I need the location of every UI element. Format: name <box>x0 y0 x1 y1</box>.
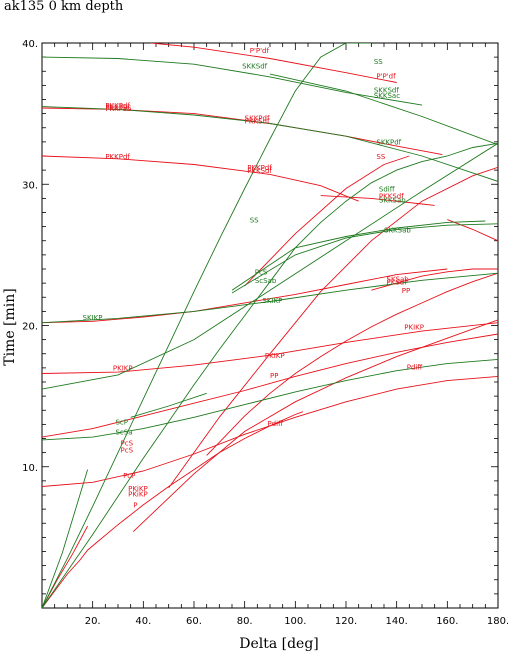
phase-label: PKKSdf <box>247 167 272 175</box>
phase-label: SKSab <box>387 276 410 284</box>
phase-label: PcS <box>121 440 134 448</box>
plot-frame <box>41 42 499 609</box>
phase-label: PKKPdf <box>105 102 130 110</box>
s-phase-curve <box>42 272 498 324</box>
phase-label: SKKSdf <box>374 86 400 94</box>
s-phase-curve <box>42 358 498 441</box>
s-phase-curve <box>42 142 498 390</box>
p-phase-curve <box>447 219 498 242</box>
phase-label: PKKSdf <box>245 118 270 126</box>
phase-label: PKKSdf <box>379 192 404 200</box>
phase-label: PKIKP <box>265 352 285 360</box>
phase-label: SKKPdf <box>376 139 401 147</box>
x-axis-ticks: 20. 40. 60. 80. 100. 120. 140. 160. 180. <box>41 43 508 627</box>
p-phase-curve <box>206 272 498 456</box>
phase-labels: P'P'dfSKKSdfSSP'P'dfSKKSdfSKKSacPKKPdfPK… <box>83 47 424 510</box>
s-phase-curve <box>269 73 498 146</box>
p-phase-curve <box>42 322 498 374</box>
chart-title: ak135 0 km depth <box>4 0 124 14</box>
y-axis-label: Time [min] <box>2 288 18 366</box>
phase-label: SKKPdf <box>245 115 270 123</box>
x-tick-label: 60. <box>186 616 202 627</box>
p-phase-curve <box>42 525 88 608</box>
phase-label: PKKPdf <box>247 164 272 172</box>
phase-label: PKKPab <box>105 105 132 113</box>
phase-label: Sdiff <box>379 185 395 193</box>
phase-label: SKKSab <box>379 197 406 205</box>
p-phase-curve <box>42 268 448 324</box>
travel-time-curves <box>42 43 498 608</box>
x-tick-label: 180. <box>487 616 508 627</box>
phase-label: PcS <box>121 447 134 455</box>
phase-label: PKIKP <box>404 324 424 332</box>
s-phase-curve <box>231 220 486 291</box>
p-phase-curve <box>42 375 498 487</box>
p-phase-curve <box>132 319 498 533</box>
s-phase-curve <box>130 392 207 418</box>
s-phase-curve <box>231 223 498 294</box>
s-phase-curve <box>42 469 89 608</box>
x-tick-label: 120. <box>335 616 357 627</box>
phase-label: P <box>133 502 137 510</box>
phase-label: PKKPdf <box>105 153 130 161</box>
s-phase-curve <box>42 56 423 106</box>
x-tick-label: 80. <box>237 616 253 627</box>
y-tick-label: 10. <box>22 463 38 474</box>
phase-label: ScSab <box>255 277 277 285</box>
s-phase-curve <box>42 43 372 608</box>
y-tick-label: 20. <box>22 322 38 333</box>
phase-label: P'P'df <box>376 72 396 80</box>
phase-label: SKIKP <box>262 297 282 305</box>
phase-label: SS <box>374 58 383 66</box>
s-phase-curve <box>42 142 498 608</box>
x-tick-label: 20. <box>85 616 101 627</box>
s-phase-curve <box>42 106 498 182</box>
phase-label: SKKSab <box>384 226 411 234</box>
phase-label: Pdiff <box>407 363 423 371</box>
phase-label: Pdiff <box>267 420 283 428</box>
x-tick-label: 100. <box>284 616 306 627</box>
p-phase-curve <box>150 43 397 83</box>
p-phase-curve <box>42 411 304 608</box>
phase-label: SKKSdf <box>242 62 268 70</box>
x-axis-label: Delta [deg] <box>239 636 319 652</box>
p-phase-curve <box>168 166 498 489</box>
y-tick-label: 30. <box>22 180 38 191</box>
phase-label: PKSdf <box>387 279 408 287</box>
phase-label: SS <box>250 216 259 224</box>
x-tick-label: 40. <box>135 616 151 627</box>
x-tick-label: 140. <box>386 616 408 627</box>
phase-label: SKIKP <box>83 314 103 322</box>
phase-label: PKIKP <box>113 365 133 373</box>
phase-label: ScSa <box>115 428 132 436</box>
phase-label: PKKPbc <box>105 103 131 111</box>
phase-label: P'P'df <box>250 47 270 55</box>
p-phase-curve <box>320 195 435 206</box>
phase-label: PcS <box>255 269 268 277</box>
p-phase-curve <box>42 107 443 156</box>
y-tick-label: 40. <box>22 39 38 50</box>
phase-label: SS <box>376 153 385 161</box>
phase-label: ScP <box>115 418 128 426</box>
p-phase-curve <box>42 155 359 202</box>
phase-label: PKiKP <box>128 490 148 498</box>
phase-label: PP <box>270 372 278 380</box>
p-phase-curve <box>42 333 498 438</box>
p-phase-curve <box>244 155 410 287</box>
x-tick-label: 160. <box>436 616 458 627</box>
phase-label: PP <box>402 287 410 295</box>
phase-label: PKiKP <box>128 485 148 493</box>
phase-label: PcP <box>123 472 135 480</box>
plot-border <box>41 42 499 609</box>
phase-label: SKKSac <box>374 92 400 100</box>
